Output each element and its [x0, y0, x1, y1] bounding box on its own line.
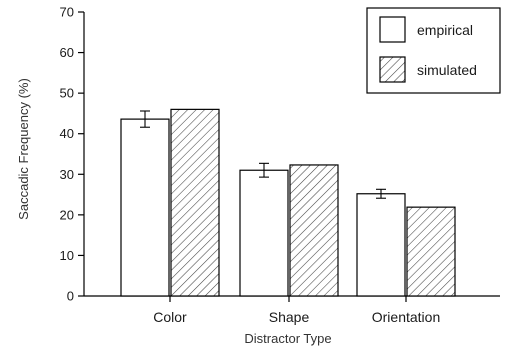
legend-swatch-simulated: [379, 56, 406, 83]
legend: empirical simulated: [366, 7, 501, 94]
y-tick-label: 40: [60, 126, 74, 141]
legend-label-simulated: simulated: [417, 62, 477, 78]
y-tick-label: 70: [60, 5, 74, 20]
legend-swatch-empirical: [379, 16, 406, 43]
x-axis-title: Distractor Type: [244, 331, 331, 346]
x-tick-label: Color: [153, 309, 187, 325]
plot-area: 0 10 20 30 40 50 60 70 Color Shape Orientation: [60, 5, 500, 325]
y-tick-label: 10: [60, 248, 74, 263]
bar-simulated-color: [170, 108, 220, 297]
x-tick-label: Shape: [269, 309, 310, 325]
bar-empirical-shape: [239, 169, 289, 297]
y-tick-label: 0: [67, 289, 74, 304]
bar-simulated-shape: [289, 164, 339, 297]
y-tick-label: 20: [60, 207, 74, 222]
y-tick-label: 30: [60, 167, 74, 182]
x-tick-label: Orientation: [372, 309, 440, 325]
legend-label-empirical: empirical: [417, 22, 473, 38]
y-tick-label: 60: [60, 45, 74, 60]
y-axis-title: Saccadic Frequency (%): [16, 78, 31, 220]
bar-empirical-orientation: [356, 193, 406, 297]
y-tick-label: 50: [60, 86, 74, 101]
bar-empirical-color: [120, 118, 170, 297]
bar-simulated-orientation: [406, 206, 456, 297]
